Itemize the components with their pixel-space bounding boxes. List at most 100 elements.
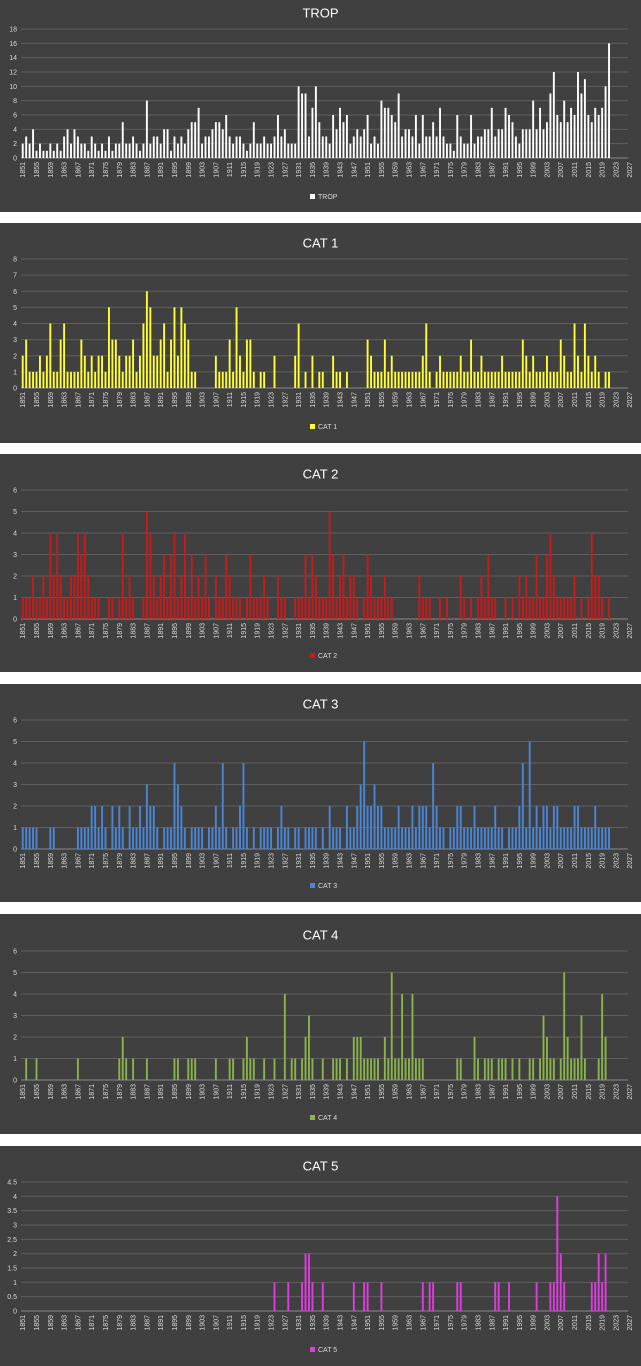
x-tick-label: 2019 — [600, 392, 607, 408]
x-tick-label: 1907 — [213, 162, 220, 178]
bar — [514, 136, 517, 158]
bar — [583, 827, 586, 849]
bar — [377, 143, 379, 158]
bar — [232, 1058, 235, 1080]
bar — [352, 1282, 355, 1311]
y-tick-label: 4 — [13, 1194, 17, 1201]
bar — [28, 597, 31, 619]
bar — [266, 143, 269, 158]
x-tick-label: 1895 — [172, 1315, 179, 1331]
bar — [87, 827, 90, 849]
bar — [556, 806, 559, 849]
x-tick-label: 1903 — [200, 853, 207, 869]
bar — [311, 1282, 314, 1311]
x-tick-label: 1947 — [351, 1084, 358, 1100]
x-tick-label: 1855 — [34, 162, 41, 178]
bar — [380, 100, 383, 158]
bar — [187, 597, 190, 619]
bar — [563, 100, 566, 158]
legend-label: CAT 3 — [318, 883, 337, 890]
bar — [370, 1058, 373, 1080]
bar — [239, 597, 241, 619]
x-tick-label: 1987 — [489, 162, 496, 178]
bar — [173, 763, 176, 849]
x-tick-label: 1891 — [158, 1315, 165, 1331]
x-tick-label: 1883 — [131, 162, 138, 178]
bar — [128, 806, 131, 849]
bar — [587, 115, 590, 158]
bar — [90, 806, 93, 849]
bar — [232, 597, 235, 619]
y-tick-label: 3 — [13, 1223, 17, 1230]
bar — [597, 115, 600, 158]
x-tick-label: 1947 — [351, 623, 358, 639]
bar — [366, 115, 369, 158]
bar — [563, 355, 566, 388]
bar — [535, 806, 538, 849]
x-tick-label: 2007 — [558, 1084, 565, 1100]
bar — [118, 597, 121, 619]
x-tick-label: 1899 — [186, 162, 193, 178]
x-tick-label: 1991 — [503, 853, 510, 869]
x-tick-label: 1959 — [393, 623, 400, 639]
x-tick-label: 1979 — [462, 1084, 469, 1100]
bar — [180, 136, 183, 158]
bar — [601, 994, 604, 1080]
bar — [377, 1058, 379, 1080]
y-tick-label: 6 — [13, 113, 17, 120]
bar — [201, 143, 204, 158]
x-tick-label: 1891 — [158, 623, 165, 639]
bar — [194, 371, 197, 388]
bar — [218, 371, 221, 388]
bar — [249, 143, 252, 158]
bar — [39, 355, 41, 388]
bar — [370, 143, 373, 158]
bar — [508, 115, 510, 158]
bar — [111, 806, 114, 849]
x-tick-label: 1963 — [406, 1084, 413, 1100]
bar — [39, 143, 41, 158]
bar — [197, 576, 200, 619]
bar — [159, 339, 162, 388]
bar — [577, 355, 579, 388]
bar — [425, 806, 428, 849]
x-tick-label: 1971 — [434, 853, 441, 869]
bar — [539, 597, 542, 619]
bar — [418, 143, 421, 158]
bar — [142, 597, 145, 619]
bar — [594, 355, 597, 388]
bar — [487, 1058, 490, 1080]
bar — [87, 576, 90, 619]
bar — [94, 806, 97, 849]
bar — [518, 143, 521, 158]
bar — [452, 827, 455, 849]
bar — [401, 827, 404, 849]
bar — [132, 1058, 135, 1080]
x-tick-label: 2019 — [600, 1084, 607, 1100]
bar — [463, 371, 466, 388]
bar — [432, 763, 435, 849]
x-tick-label: 2023 — [613, 392, 620, 408]
bar — [214, 576, 217, 619]
x-tick-label: 1987 — [489, 623, 496, 639]
x-tick-label: 1871 — [89, 1084, 96, 1100]
y-tick-label: 4 — [13, 531, 17, 538]
bar — [221, 763, 224, 849]
x-tick-label: 1867 — [75, 1315, 82, 1331]
x-tick-label: 1979 — [462, 853, 469, 869]
bar — [52, 150, 55, 158]
x-tick-label: 1883 — [131, 1084, 138, 1100]
bar — [21, 597, 24, 619]
bar — [308, 597, 310, 619]
x-tick-label: 1895 — [172, 1084, 179, 1100]
bar — [421, 115, 424, 158]
bar — [546, 355, 548, 388]
bar — [477, 597, 479, 619]
x-tick-label: 1883 — [131, 1315, 138, 1331]
legend-swatch — [310, 1115, 315, 1120]
bar — [383, 827, 386, 849]
bar — [49, 323, 52, 388]
bar — [432, 122, 435, 158]
bar — [308, 136, 310, 158]
bar — [563, 1282, 566, 1311]
